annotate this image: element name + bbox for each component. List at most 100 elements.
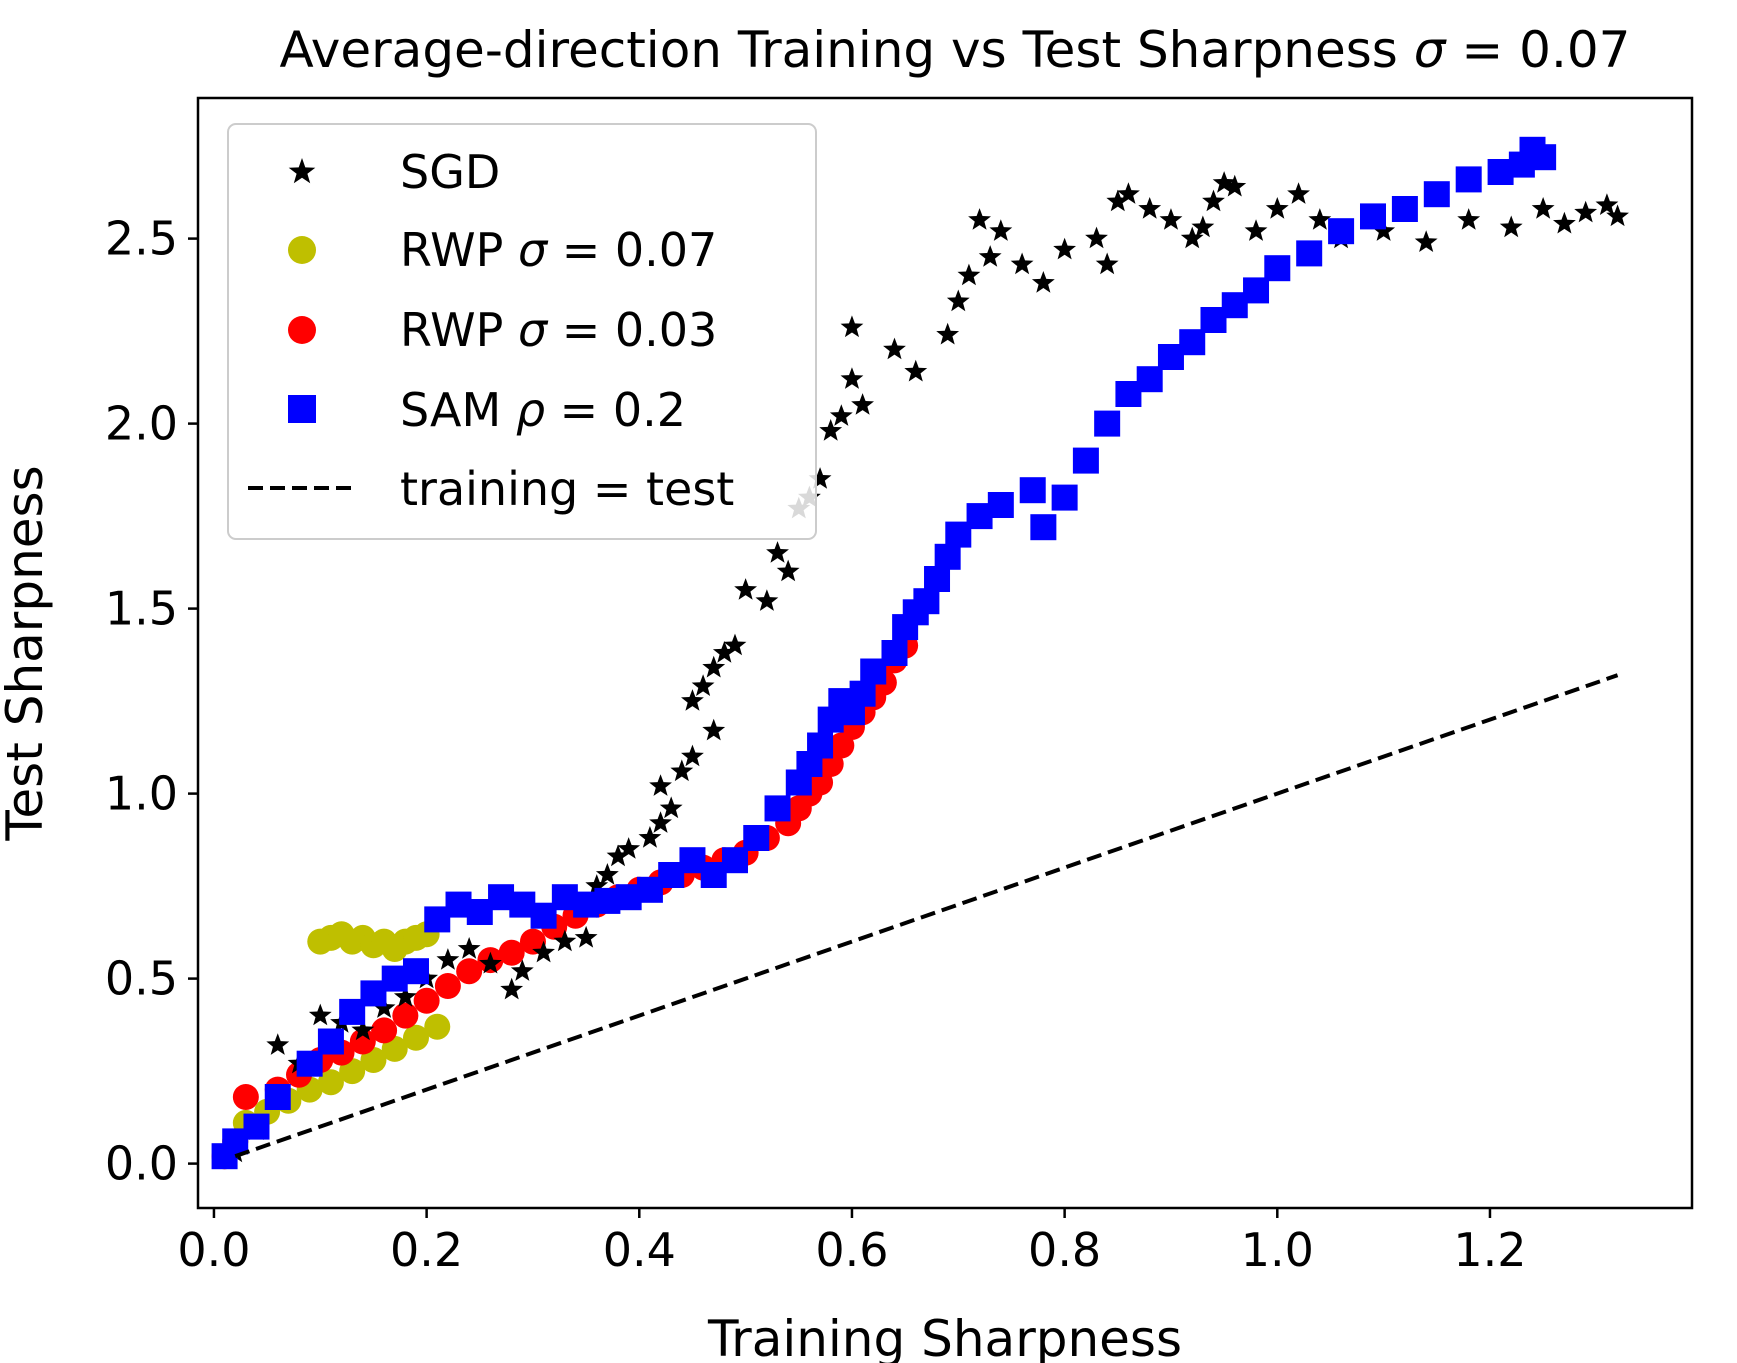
x-tick-label: 1.0 [1241, 1223, 1314, 1277]
sgd-point [808, 467, 832, 489]
sam-rho-0-2-point [1296, 240, 1323, 267]
sgd-point [681, 744, 704, 767]
sgd-point [510, 959, 534, 981]
sgd-point [712, 641, 736, 663]
x-tick-label: 0.2 [390, 1223, 463, 1277]
sam-rho-0-2-point [881, 640, 908, 666]
sgd-point [702, 718, 726, 741]
sgd-point [1574, 200, 1598, 223]
chart-title: Average-direction Training vs Test Sharp… [280, 21, 1631, 79]
legend-rwp007-circle-icon [288, 236, 316, 264]
sgd-point [1095, 252, 1119, 275]
sam-rho-0-2-point [1455, 166, 1482, 193]
sgd-point [308, 1003, 332, 1026]
sgd-point [1159, 208, 1183, 230]
sgd-point [681, 689, 704, 711]
sgd-point [819, 419, 843, 441]
x-tick-label: 0.6 [815, 1223, 888, 1277]
sgd-point [638, 826, 662, 848]
sgd-point [1180, 226, 1204, 249]
sam-rho-0-2-point [1051, 484, 1078, 511]
sgd-point [702, 655, 726, 678]
y-tick-label: 1.0 [105, 767, 178, 821]
sgd-point [840, 315, 864, 338]
sgd-point [1457, 208, 1481, 230]
x-axis-label: Training Sharpness [707, 1310, 1182, 1363]
legend-sam-square-icon [288, 395, 316, 423]
sgd-point [829, 404, 853, 426]
rwp-sigma-0-07-point [317, 1069, 344, 1096]
sam-rho-0-2-point [924, 566, 951, 592]
sam-rho-0-2-point [764, 795, 791, 822]
sgd-point [904, 359, 928, 382]
sam-rho-0-2-point [1328, 218, 1355, 245]
sgd-point [1595, 193, 1619, 216]
legend-sgd-label: SGD [400, 145, 500, 199]
sgd-point [957, 263, 981, 286]
sam-rho-0-2-point [264, 1084, 291, 1110]
sgd-point [553, 929, 577, 952]
sgd-point [1372, 219, 1396, 241]
sgd-point [766, 541, 789, 563]
sgd-point [670, 759, 694, 782]
sgd-point [968, 208, 991, 230]
y-tick-label: 0.0 [105, 1137, 178, 1191]
sam-rho-0-2-point [1094, 410, 1121, 437]
sgd-point [1191, 215, 1215, 238]
sgd-point [1138, 197, 1162, 219]
sam-rho-0-2-point [1423, 181, 1450, 208]
sgd-point [978, 245, 1002, 267]
sgd-point [532, 940, 555, 963]
legend-sam-label: SAM ρ = 0.2 [400, 383, 686, 437]
sgd-point [574, 925, 598, 948]
rwp-sigma-0-03-point [349, 1028, 376, 1055]
sgd-point [851, 393, 875, 415]
sam-rho-0-2-point [1359, 203, 1386, 230]
sgd-point [649, 774, 672, 796]
sgd-point [479, 951, 502, 974]
sgd-point [755, 589, 779, 611]
sam-rho-0-2-point [1019, 477, 1046, 504]
sgd-point [1212, 171, 1236, 193]
sgd-point [1499, 215, 1523, 238]
sam-rho-0-2-point [987, 492, 1014, 518]
sgd-point [1552, 211, 1576, 234]
sgd-point [1085, 226, 1108, 249]
sgd-point [1106, 189, 1130, 212]
sgd-point [936, 322, 960, 345]
rwp-sigma-0-03-point [519, 928, 546, 955]
series-training-test [234, 673, 1619, 1159]
sgd-point [585, 874, 609, 896]
sam-rho-0-2-point [1264, 255, 1291, 282]
x-tick-label: 0.8 [1028, 1223, 1101, 1277]
sgd-point [436, 948, 460, 970]
legend-rwp003-circle-icon [288, 316, 316, 344]
sgd-point [372, 996, 396, 1018]
sgd-point [606, 844, 630, 867]
legend-sgd-star-icon [288, 158, 316, 184]
y-axis-ticks: 0.0 0.5 1.0 1.5 2.0 2.5 [105, 212, 198, 1191]
sam-rho-0-2-point [807, 732, 834, 759]
sgd-point [691, 674, 715, 697]
sgd-point [776, 559, 800, 582]
sgd-point [1010, 252, 1034, 275]
sgd-point [1223, 174, 1247, 197]
sam-rho-0-2-point [1391, 196, 1418, 222]
rwp-sigma-0-03-point [498, 939, 525, 966]
sgd-point [1202, 189, 1225, 212]
sam-rho-0-2-point [317, 1028, 344, 1055]
sam-rho-0-2-point [402, 958, 429, 985]
y-tick-label: 0.5 [105, 952, 178, 1006]
x-tick-label: 0.0 [177, 1223, 250, 1277]
plot-area-frame [196, 96, 1694, 1210]
sgd-point [1053, 237, 1077, 260]
sam-rho-0-2-point [1179, 329, 1206, 356]
x-tick-label: 0.4 [603, 1223, 676, 1277]
y-tick-label: 2.5 [105, 212, 178, 266]
sgd-point [351, 1018, 375, 1041]
legend-rwp007-label: RWP σ = 0.07 [400, 223, 717, 277]
sgd-point [1606, 204, 1629, 227]
sam-rho-0-2-point [1030, 514, 1057, 541]
sgd-point [1531, 197, 1555, 219]
